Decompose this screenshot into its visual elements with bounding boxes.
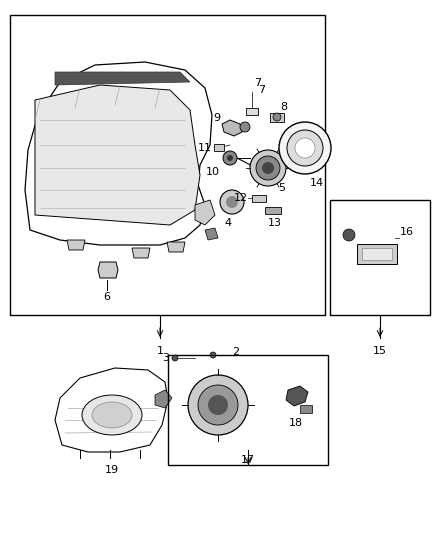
Circle shape — [198, 385, 238, 425]
Bar — [330, 200, 430, 315]
Text: 8: 8 — [280, 102, 287, 112]
Text: 5: 5 — [278, 183, 285, 193]
Bar — [300, 405, 312, 413]
Circle shape — [262, 162, 274, 174]
Text: 19: 19 — [105, 465, 119, 475]
Circle shape — [273, 113, 281, 121]
Bar — [10, 15, 325, 315]
Circle shape — [208, 395, 228, 415]
Text: 7: 7 — [254, 78, 261, 88]
Text: 18: 18 — [289, 418, 303, 428]
Polygon shape — [67, 240, 85, 250]
Circle shape — [256, 156, 280, 180]
Polygon shape — [167, 242, 185, 252]
Polygon shape — [222, 120, 242, 136]
Bar — [252, 195, 266, 202]
Circle shape — [210, 352, 216, 358]
Text: 3: 3 — [162, 353, 169, 363]
Text: 15: 15 — [373, 346, 387, 356]
Ellipse shape — [92, 402, 132, 428]
Polygon shape — [132, 248, 150, 258]
Polygon shape — [205, 228, 218, 240]
Bar — [168, 355, 328, 465]
Polygon shape — [195, 200, 215, 225]
Circle shape — [279, 122, 331, 174]
Text: 12: 12 — [234, 193, 248, 203]
Polygon shape — [98, 262, 118, 278]
Circle shape — [223, 151, 237, 165]
Circle shape — [295, 138, 315, 158]
Polygon shape — [35, 85, 200, 225]
Polygon shape — [155, 390, 172, 408]
Text: 10: 10 — [206, 167, 220, 177]
Text: 2: 2 — [232, 347, 239, 357]
Text: 16: 16 — [400, 227, 414, 237]
Ellipse shape — [82, 395, 142, 435]
Circle shape — [220, 190, 244, 214]
Circle shape — [188, 375, 248, 435]
Text: 14: 14 — [310, 178, 324, 188]
Bar — [214, 144, 224, 151]
Bar — [362, 248, 392, 260]
Text: 7: 7 — [258, 85, 265, 95]
Polygon shape — [286, 386, 308, 406]
Text: 9: 9 — [213, 113, 220, 123]
Circle shape — [172, 355, 178, 361]
Circle shape — [343, 229, 355, 241]
Polygon shape — [55, 368, 168, 452]
Text: 1: 1 — [156, 346, 163, 356]
Polygon shape — [55, 72, 190, 85]
Circle shape — [227, 155, 233, 161]
Bar — [357, 244, 397, 264]
Polygon shape — [25, 62, 212, 245]
Bar — [270, 113, 284, 122]
Bar — [265, 207, 281, 214]
Circle shape — [240, 122, 250, 132]
Circle shape — [287, 130, 323, 166]
Text: 11: 11 — [198, 143, 212, 153]
Text: 4: 4 — [224, 218, 232, 228]
Circle shape — [250, 150, 286, 186]
Bar — [246, 108, 258, 115]
Text: 17: 17 — [241, 455, 255, 465]
Text: 6: 6 — [103, 292, 110, 302]
Text: 13: 13 — [268, 218, 282, 228]
Circle shape — [226, 196, 238, 208]
